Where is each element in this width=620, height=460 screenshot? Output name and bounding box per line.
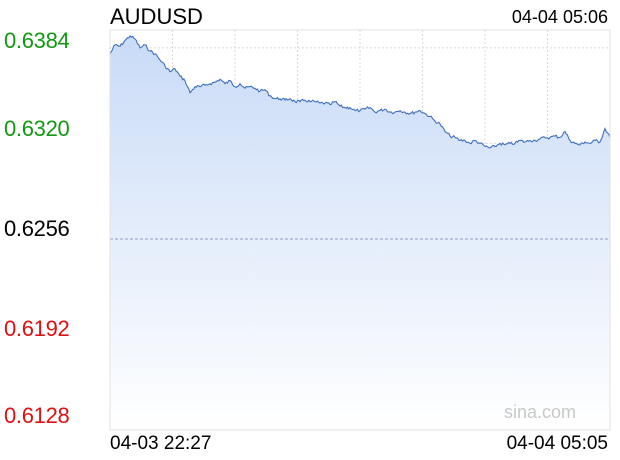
last-update-time: 04-04 05:06 xyxy=(511,7,608,27)
chart-title: AUDUSD xyxy=(110,4,203,29)
price-area xyxy=(110,36,610,430)
x-tick-label-start: 04-03 22:27 xyxy=(110,433,212,454)
price-line xyxy=(109,35,611,149)
y-tick-label: 0.6256 xyxy=(4,216,70,241)
y-tick-label: 0.6192 xyxy=(4,316,70,341)
y-tick-label: 0.6320 xyxy=(4,116,70,141)
watermark: sina.com xyxy=(504,402,577,422)
y-tick-label: 0.6384 xyxy=(4,28,70,53)
y-tick-label: 0.6128 xyxy=(4,403,70,428)
plot-frame xyxy=(109,29,611,431)
x-tick-label-end: 04-04 05:05 xyxy=(506,433,608,454)
